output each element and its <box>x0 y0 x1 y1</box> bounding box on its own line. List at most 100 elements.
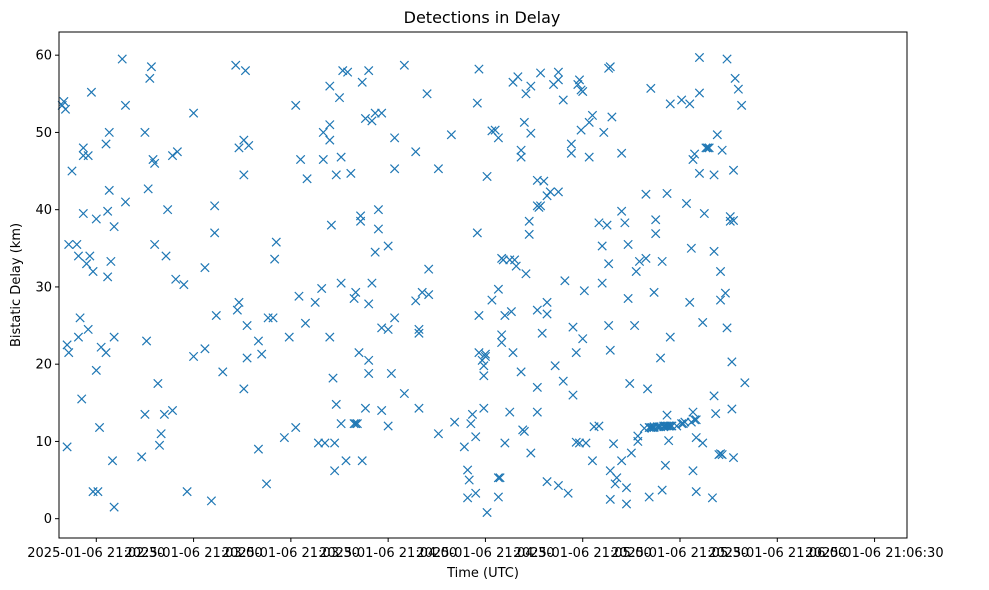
data-point <box>399 60 409 70</box>
data-point <box>702 143 713 153</box>
data-point <box>234 297 244 308</box>
data-point <box>610 479 620 489</box>
data-point <box>691 487 701 497</box>
data-point <box>516 152 526 162</box>
data-point <box>210 201 220 211</box>
data-point <box>686 243 696 253</box>
data-point <box>342 67 353 77</box>
data-point <box>553 480 564 491</box>
data-point <box>479 361 489 371</box>
data-point <box>633 431 643 441</box>
data-point <box>357 77 367 87</box>
data-point <box>302 174 312 184</box>
data-point <box>532 407 542 417</box>
data-point <box>373 205 384 215</box>
data-point <box>210 228 220 238</box>
data-point <box>553 187 564 197</box>
data-point <box>594 421 604 431</box>
data-point <box>109 222 119 232</box>
data-point <box>631 266 641 277</box>
data-point <box>383 324 393 335</box>
data-point <box>537 328 547 338</box>
data-point <box>433 429 444 439</box>
data-point <box>150 239 160 250</box>
data-point <box>330 466 340 476</box>
data-point <box>75 313 85 323</box>
data-point <box>694 88 705 98</box>
data-point <box>364 355 374 365</box>
data-point <box>433 164 444 174</box>
data-point <box>450 417 460 427</box>
data-point <box>701 143 711 153</box>
data-point <box>137 452 147 462</box>
data-point <box>117 54 127 64</box>
data-point <box>163 205 173 215</box>
x-tick-label: 2025-01-06 21:05:00 <box>514 546 652 561</box>
data-point <box>140 127 150 138</box>
data-point <box>242 353 252 363</box>
data-point <box>141 336 152 346</box>
data-point <box>472 98 482 108</box>
data-point <box>607 112 617 122</box>
data-point <box>73 332 84 342</box>
data-point <box>571 347 581 358</box>
data-point <box>566 148 576 158</box>
data-point <box>78 208 88 219</box>
data-point <box>325 332 335 342</box>
data-point <box>508 347 518 358</box>
data-point <box>532 382 542 392</box>
data-point <box>691 415 701 425</box>
data-point <box>167 405 178 416</box>
data-point <box>728 215 739 226</box>
data-point <box>482 507 492 518</box>
data-point <box>698 317 708 328</box>
data-point <box>242 320 252 331</box>
data-point <box>720 288 731 298</box>
data-point <box>101 347 111 358</box>
data-point <box>62 340 72 350</box>
data-point <box>511 261 521 271</box>
data-point <box>317 283 327 294</box>
data-points <box>57 52 750 518</box>
data-point <box>657 485 667 495</box>
x-tick-label: 2025-01-06 21:05:30 <box>611 546 749 561</box>
data-point <box>86 87 97 97</box>
data-point <box>182 487 192 497</box>
y-tick-label: 20 <box>35 358 52 373</box>
data-point <box>109 502 119 512</box>
y-tick-label: 0 <box>44 512 52 527</box>
data-point <box>240 66 251 76</box>
data-point <box>318 154 328 165</box>
data-point <box>239 170 249 180</box>
data-point <box>83 324 93 335</box>
data-point <box>576 125 586 135</box>
data-point <box>513 72 523 82</box>
data-point <box>660 460 671 471</box>
data-point <box>78 143 88 153</box>
data-point <box>364 66 374 76</box>
data-point <box>422 89 432 99</box>
data-point <box>698 438 708 448</box>
data-point <box>495 473 505 483</box>
data-point <box>597 278 607 288</box>
data-point <box>672 421 682 431</box>
data-point <box>699 208 709 219</box>
data-point <box>145 73 155 83</box>
data-point <box>521 269 531 279</box>
data-point <box>715 449 726 459</box>
x-tick-label: 2025-01-06 21:06:00 <box>708 546 846 561</box>
data-point <box>620 218 630 228</box>
data-point <box>605 62 615 72</box>
data-point <box>466 419 476 429</box>
y-tick-label: 10 <box>35 435 52 450</box>
data-point <box>120 100 131 111</box>
data-point <box>550 361 560 371</box>
data-point <box>651 229 661 239</box>
data-point <box>574 75 585 85</box>
data-point <box>621 499 632 509</box>
data-point <box>77 394 87 404</box>
data-point <box>480 351 491 362</box>
data-point <box>617 206 627 216</box>
data-point <box>150 158 160 168</box>
data-point <box>330 438 340 448</box>
